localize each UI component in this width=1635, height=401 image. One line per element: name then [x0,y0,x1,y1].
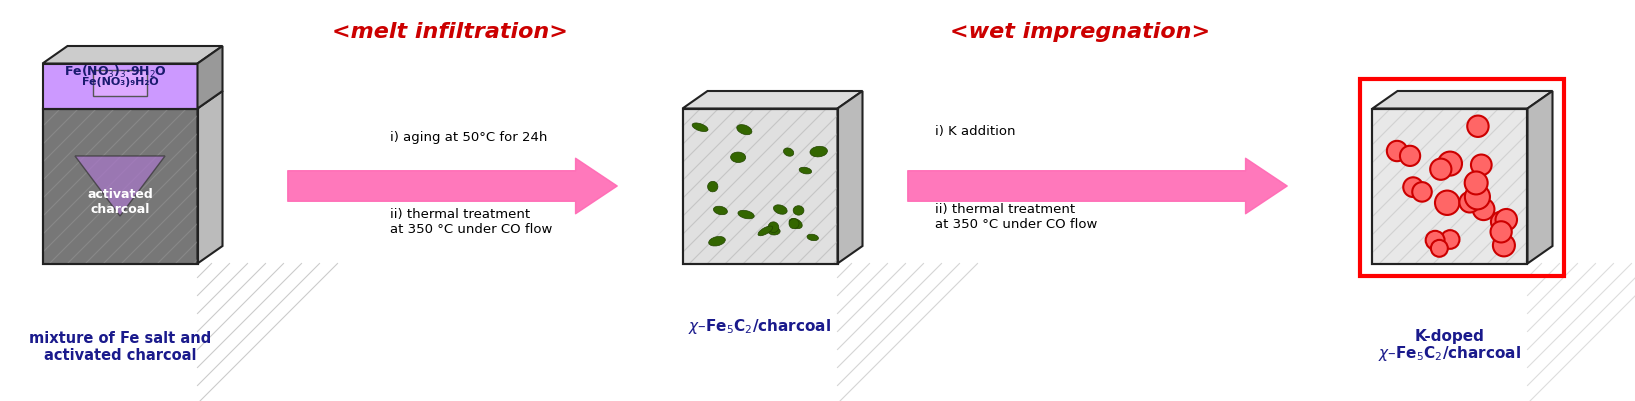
Text: <wet impregnation>: <wet impregnation> [950,22,1210,42]
Polygon shape [1372,109,1527,264]
Text: Fe(NO$_3$)$_3$·9H$_2$O: Fe(NO$_3$)$_3$·9H$_2$O [64,64,167,80]
Ellipse shape [692,124,708,132]
Text: <melt infiltration>: <melt infiltration> [332,22,567,42]
Circle shape [1460,192,1480,213]
Circle shape [1426,231,1445,250]
Polygon shape [198,47,222,109]
Ellipse shape [783,149,793,157]
Polygon shape [1527,92,1553,264]
Ellipse shape [800,168,811,174]
Circle shape [1386,142,1408,162]
Circle shape [1465,172,1488,195]
Polygon shape [682,109,837,264]
Circle shape [1431,240,1449,257]
Text: $\chi$–Fe$_5$C$_2$/charcoal: $\chi$–Fe$_5$C$_2$/charcoal [1378,344,1522,363]
Text: $\chi$–Fe$_5$C$_2$/charcoal: $\chi$–Fe$_5$C$_2$/charcoal [688,317,832,336]
Polygon shape [837,92,863,264]
Circle shape [1436,191,1460,215]
Circle shape [1437,152,1462,176]
Ellipse shape [768,228,780,235]
Ellipse shape [759,227,773,236]
Ellipse shape [713,207,728,215]
Circle shape [1472,155,1491,176]
Circle shape [1403,178,1422,198]
Ellipse shape [731,153,746,163]
Text: i) K addition: i) K addition [935,125,1015,138]
Circle shape [1496,209,1517,231]
Circle shape [1491,222,1512,243]
Polygon shape [43,64,198,109]
Circle shape [1491,212,1511,233]
Ellipse shape [773,205,786,215]
Polygon shape [75,157,165,217]
Circle shape [1400,146,1421,166]
Ellipse shape [708,182,718,192]
Polygon shape [682,92,863,109]
Ellipse shape [809,147,827,158]
Text: activated
charcoal: activated charcoal [87,188,154,215]
Text: ii) thermal treatment
at 350 °C under CO flow: ii) thermal treatment at 350 °C under CO… [935,203,1097,231]
Ellipse shape [790,219,803,229]
Ellipse shape [768,222,778,233]
Text: K-doped: K-doped [1414,329,1485,344]
Ellipse shape [708,237,726,246]
Circle shape [1465,185,1489,210]
FancyArrowPatch shape [907,159,1287,214]
Ellipse shape [808,235,819,241]
Text: i) aging at 50°C for 24h: i) aging at 50°C for 24h [391,130,548,143]
Polygon shape [43,92,222,109]
Polygon shape [1372,92,1553,109]
Text: Fe(NO₃)₉H₂O: Fe(NO₃)₉H₂O [82,77,159,87]
Polygon shape [43,47,222,64]
Circle shape [1467,116,1488,138]
Circle shape [1413,183,1432,202]
Ellipse shape [737,125,752,136]
FancyBboxPatch shape [93,71,147,97]
Text: ii) thermal treatment
at 350 °C under CO flow: ii) thermal treatment at 350 °C under CO… [391,207,553,235]
Circle shape [1473,199,1494,221]
Ellipse shape [737,211,754,219]
Circle shape [1431,159,1452,180]
Text: mixture of Fe salt and
activated charcoal: mixture of Fe salt and activated charcoa… [29,330,211,362]
Polygon shape [43,109,198,264]
Ellipse shape [790,219,800,229]
Polygon shape [198,92,222,264]
FancyArrowPatch shape [288,159,618,214]
Circle shape [1440,231,1460,249]
Ellipse shape [793,206,804,216]
Circle shape [1493,235,1516,257]
